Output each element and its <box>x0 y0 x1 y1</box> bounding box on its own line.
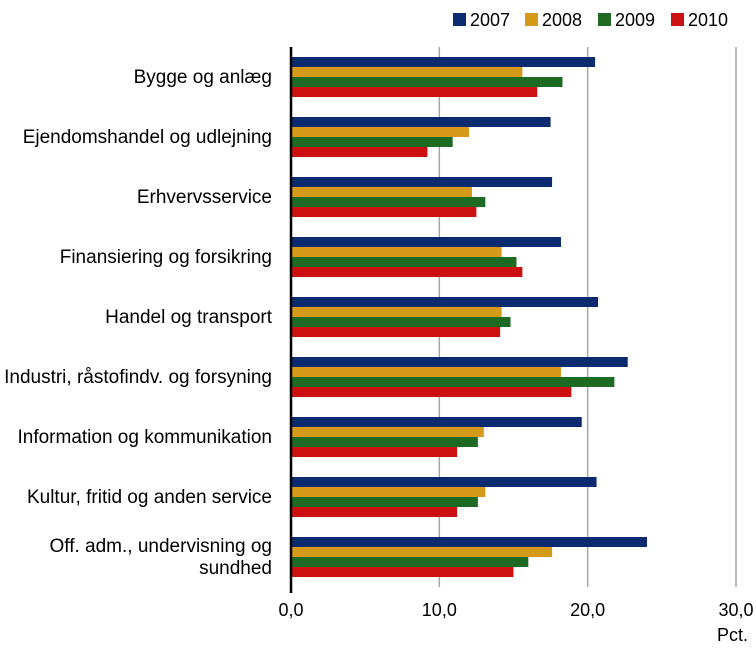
x-tick-label: 0,0 <box>278 600 303 620</box>
bar-2010-4 <box>291 267 523 277</box>
x-tick-label: 30,0 <box>718 600 753 620</box>
bar-2010-6 <box>291 387 572 397</box>
category-label: Ejendomshandel og udlejning <box>23 127 272 148</box>
legend-swatch-2007 <box>453 13 466 26</box>
x-tick-label: 10,0 <box>422 600 457 620</box>
bar-2009-4 <box>291 257 517 267</box>
legend-label-2010: 2010 <box>688 10 728 30</box>
legend-label-2007: 2007 <box>470 10 510 30</box>
bar-2008-4 <box>291 247 502 257</box>
bar-2008-6 <box>291 367 561 377</box>
x-axis-label: Pct. <box>717 625 748 645</box>
bar-2009-3 <box>291 197 486 207</box>
category-label: Industri, råstofindv. og forsyning <box>4 367 272 388</box>
bar-2009-7 <box>291 437 478 447</box>
bar-2007-8 <box>291 477 597 487</box>
category-label: Erhvervsservice <box>137 187 272 208</box>
bar-2007-2 <box>291 117 551 127</box>
legend-swatch-2010 <box>671 13 684 26</box>
category-label: Kultur, fritid og anden service <box>27 487 272 508</box>
bar-2008-7 <box>291 427 484 437</box>
bar-2009-9 <box>291 557 529 567</box>
bar-2008-9 <box>291 547 553 557</box>
bar-2007-1 <box>291 57 596 67</box>
bar-2010-2 <box>291 147 428 157</box>
bar-2010-3 <box>291 207 477 217</box>
bar-2008-3 <box>291 187 472 197</box>
bar-2010-5 <box>291 327 501 337</box>
bar-2007-7 <box>291 417 582 427</box>
bar-2007-5 <box>291 297 599 307</box>
bar-2010-7 <box>291 447 458 457</box>
bar-2007-9 <box>291 537 647 547</box>
legend-swatch-2009 <box>598 13 611 26</box>
bar-2007-6 <box>291 357 628 367</box>
bar-2008-5 <box>291 307 502 317</box>
bar-2009-8 <box>291 497 478 507</box>
bar-2009-5 <box>291 317 511 327</box>
category-labels: Bygge og anlæg Ejendomshandel og udlejnin… <box>4 67 273 579</box>
bar-2009-2 <box>291 137 453 147</box>
category-label: Bygge og anlæg <box>134 67 272 88</box>
bar-2010-1 <box>291 87 538 97</box>
category-label: Handel og transport <box>105 307 273 328</box>
bar-2009-6 <box>291 377 615 387</box>
bar-2007-3 <box>291 177 553 187</box>
bar-2008-1 <box>291 67 523 77</box>
legend-label-2008: 2008 <box>542 10 582 30</box>
category-label: Information og kommunikation <box>17 427 272 448</box>
legend-label-2009: 2009 <box>615 10 655 30</box>
bar-2008-8 <box>291 487 486 497</box>
category-label: Finansiering og forsikring <box>60 247 272 268</box>
legend-swatch-2008 <box>525 13 538 26</box>
bar-2008-2 <box>291 127 469 137</box>
bar-2010-8 <box>291 507 458 517</box>
category-label: sundhed <box>199 558 272 579</box>
bar-2007-4 <box>291 237 561 247</box>
category-label: Off. adm., undervisning og <box>50 536 273 557</box>
legend: 2007 2008 2009 2010 <box>453 10 728 30</box>
bars <box>291 57 647 577</box>
x-tick-label: 20,0 <box>570 600 605 620</box>
bar-2009-1 <box>291 77 563 87</box>
bar-2010-9 <box>291 567 514 577</box>
x-tick-labels: 0,0 10,0 20,0 30,0 <box>278 600 753 620</box>
